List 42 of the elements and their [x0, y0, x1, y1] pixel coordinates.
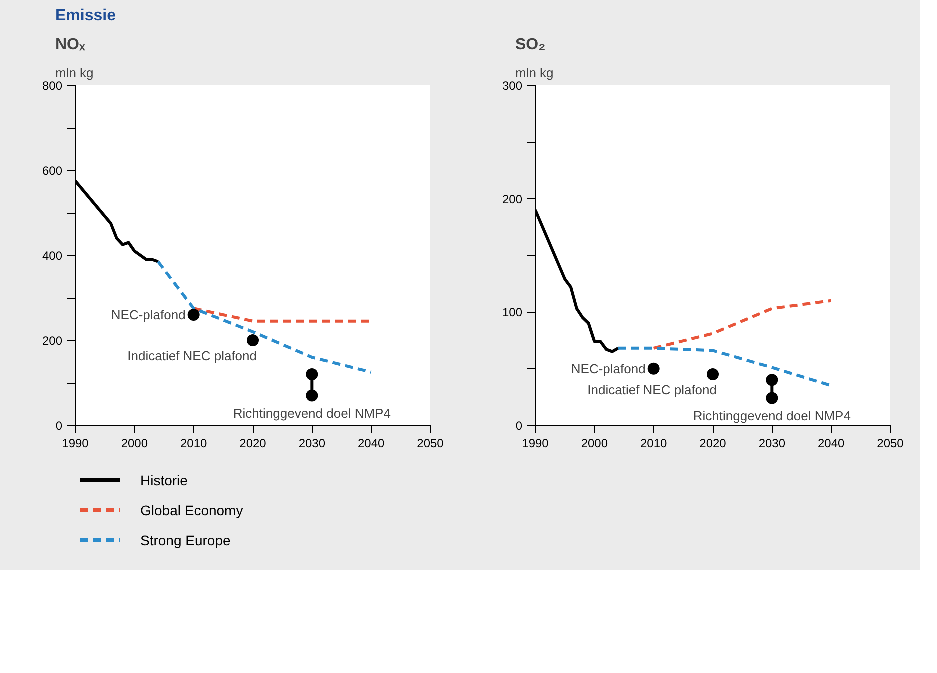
point	[648, 362, 660, 375]
x-tick-label: 2030	[298, 436, 326, 450]
y-tick-label: 600	[42, 164, 63, 178]
x-tick-label: 2040	[358, 436, 386, 450]
chart-subtitle: NOₓ	[56, 36, 86, 54]
x-tick-label: 2000	[121, 436, 148, 450]
y-tick-label: 100	[502, 306, 523, 320]
y-tick-label: 400	[42, 249, 63, 263]
point	[188, 309, 200, 321]
legend-label: Historie	[140, 472, 188, 488]
x-tick-label: 2040	[818, 436, 846, 450]
y-tick-label: 0	[516, 419, 523, 433]
legend-label: Strong Europe	[140, 532, 231, 548]
x-tick-label: 1990	[522, 436, 550, 450]
annotation: NEC-plafond	[571, 361, 646, 376]
x-tick-label: 2050	[417, 436, 444, 450]
y-axis-title: mln kg	[516, 66, 554, 80]
y-tick-label: 300	[502, 79, 523, 93]
x-tick-label: 1990	[62, 436, 90, 450]
point	[707, 368, 719, 380]
y-tick-label: 200	[42, 334, 63, 348]
x-tick-label: 2050	[877, 436, 904, 450]
chart-subtitle: SO₂	[516, 36, 546, 54]
annotation: Richtinggevend doel NMP4	[233, 406, 391, 421]
x-tick-label: 2020	[700, 436, 727, 450]
annotation: Indicatief NEC plafond	[128, 348, 258, 364]
annotation: NEC-plafond	[111, 308, 186, 322]
x-tick-label: 2000	[581, 436, 608, 450]
point	[247, 334, 259, 346]
y-tick-label: 0	[56, 419, 63, 433]
chart-title: Emissie	[56, 8, 116, 24]
annotation: Richtinggevend doel NMP4	[693, 408, 851, 424]
x-tick-label: 2010	[180, 436, 208, 450]
x-tick-label: 2010	[640, 436, 668, 450]
x-tick-label: 2020	[240, 436, 267, 450]
y-tick-label: 800	[42, 79, 63, 93]
y-axis-title: mln kg	[56, 66, 94, 80]
annotation: Indicatief NEC plafond	[588, 382, 718, 398]
line-series	[652, 299, 833, 350]
legend-label: Global Economy	[140, 502, 244, 518]
x-tick-label: 2030	[758, 436, 786, 450]
y-tick-label: 200	[502, 192, 523, 206]
